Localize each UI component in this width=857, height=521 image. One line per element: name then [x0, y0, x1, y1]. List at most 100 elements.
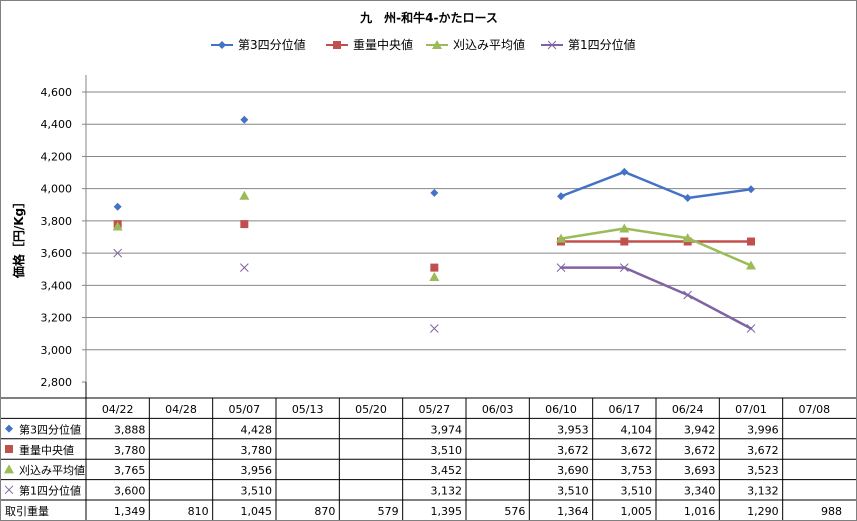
legend-label: 第3四分位値	[238, 37, 306, 52]
y-axis-label: 価格［円/Kg］	[11, 196, 26, 279]
table-cell: 3,510	[557, 485, 589, 498]
table-cell: 3,340	[684, 485, 716, 498]
x-category-label: 06/24	[672, 403, 704, 416]
data-point	[556, 263, 566, 272]
table-cell: 3,956	[241, 464, 273, 477]
x-category-label: 05/13	[292, 403, 324, 416]
table-cell: 3,672	[557, 444, 589, 457]
series-line-segment	[623, 170, 689, 200]
table-row-label: 取引重量	[5, 504, 49, 518]
x-category-label: 06/03	[482, 403, 514, 416]
x-category-label: 04/28	[165, 403, 197, 416]
data-point	[240, 220, 249, 229]
data-point	[620, 167, 629, 176]
data-point	[240, 115, 249, 124]
table-cell: 4,104	[621, 423, 653, 436]
table-cell: 3,600	[114, 485, 146, 498]
x-category-label: 07/01	[735, 403, 767, 416]
table-cell: 3,132	[431, 485, 463, 498]
data-point	[429, 324, 439, 333]
gridlines	[82, 75, 846, 383]
data-point	[556, 233, 566, 243]
data-point	[112, 221, 123, 231]
table-cell: 1,364	[557, 505, 589, 518]
data-point	[619, 263, 629, 272]
table-cell: 3,780	[114, 444, 146, 457]
table-cell: 4,428	[241, 423, 273, 436]
table-cell: 3,765	[114, 464, 146, 477]
data-point	[620, 237, 629, 246]
series-line-segment	[623, 227, 689, 240]
table-legend-key	[5, 424, 13, 433]
x-category-label: 06/17	[608, 403, 640, 416]
series-line-segment	[686, 188, 753, 200]
table-cell: 3,780	[241, 444, 273, 457]
table-cell: 1,395	[431, 505, 463, 518]
y-tick-label: 3,600	[41, 247, 73, 260]
data-point	[113, 248, 123, 258]
table-cell: 576	[504, 505, 525, 518]
series-triangle	[112, 190, 756, 281]
legend-label: 第1四分位値	[568, 37, 636, 52]
series-line-segment	[623, 266, 689, 297]
data-table: 04/22 04/28 05/07 05/13 05/20 05/27 06/03 06/10…	[1, 382, 856, 520]
data-series	[112, 115, 756, 333]
data-point	[747, 237, 755, 246]
y-tick-label: 4,200	[41, 150, 73, 163]
table-row-label: 第1四分位値	[19, 484, 81, 498]
legend: 第3四分位値 重量中央値 刈込み平均値 第1四分位値	[211, 37, 636, 52]
table-cell: 3,510	[241, 485, 273, 498]
table-cell: 3,672	[747, 444, 779, 457]
legend-marker	[218, 41, 226, 49]
table-cell: 579	[378, 505, 399, 518]
table-cell: 3,523	[747, 464, 779, 477]
table-legend-key	[5, 445, 13, 453]
y-tick-label: 3,800	[41, 215, 73, 228]
data-point	[619, 223, 630, 233]
table-cell: 3,510	[431, 444, 463, 457]
y-axis-tick-labels: 2,800 3,000 3,200 3,400 3,600 3,800 4,000 4,200…	[41, 86, 73, 389]
series-x	[113, 248, 756, 333]
x-category-label: 07/08	[798, 403, 830, 416]
legend-item: 第3四分位値	[211, 37, 306, 52]
x-category-label: 05/20	[355, 403, 387, 416]
table-row-label: 第3四分位値	[19, 422, 81, 436]
series-line-segment	[559, 170, 626, 198]
y-tick-label: 4,600	[41, 86, 73, 99]
data-point	[746, 324, 756, 333]
y-tick-label: 4,400	[41, 118, 73, 131]
table-cell: 3,953	[557, 423, 589, 436]
table-cell: 3,452	[431, 464, 463, 477]
table-row-label: 刈込み平均値	[19, 464, 85, 477]
table-cell: 3,690	[557, 464, 589, 477]
data-point	[429, 271, 440, 281]
series-line-segment	[686, 293, 753, 330]
legend-item: 重量中央値	[326, 37, 413, 52]
data-point	[239, 263, 249, 272]
x-category-label: 06/10	[545, 403, 577, 416]
table-cell: 1,349	[114, 505, 146, 518]
table-cell: 3,974	[431, 423, 463, 436]
data-point	[557, 192, 565, 201]
data-point	[430, 263, 439, 272]
table-cell: 988	[821, 505, 842, 518]
data-point	[430, 188, 439, 197]
y-tick-label: 4,000	[41, 183, 73, 196]
table-cell: 3,672	[684, 444, 716, 457]
legend-item: 刈込み平均値	[426, 37, 525, 52]
x-category-label: 04/22	[102, 403, 134, 416]
x-category-label: 05/27	[418, 403, 450, 416]
y-tick-label: 3,400	[41, 279, 73, 292]
legend-label: 刈込み平均値	[453, 37, 525, 52]
data-point	[239, 190, 250, 200]
series-line-segment	[559, 227, 626, 240]
legend-label: 重量中央値	[353, 37, 413, 52]
y-tick-label: 2,800	[41, 376, 73, 389]
data-point	[683, 290, 693, 300]
legend-marker	[333, 41, 341, 49]
table-cell: 3,753	[621, 464, 653, 477]
chart-title: 九 州-和牛4-かたロース	[359, 10, 498, 25]
y-tick-label: 3,000	[41, 344, 73, 357]
data-point	[683, 194, 692, 203]
